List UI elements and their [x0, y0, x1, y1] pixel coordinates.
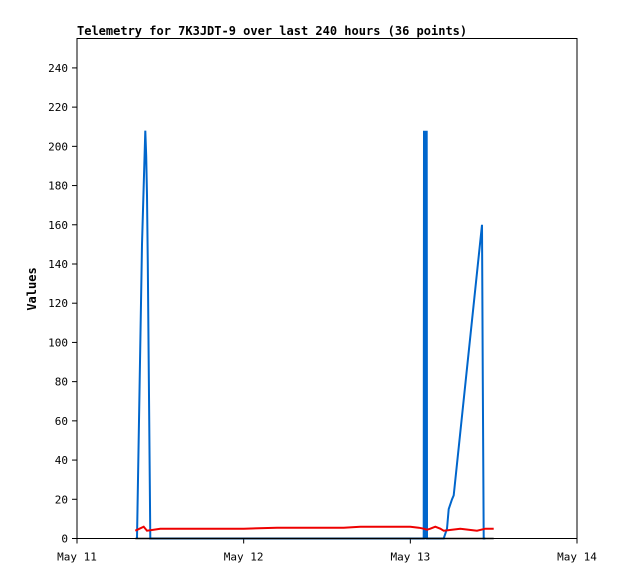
x-tick-label: May 11 — [57, 551, 97, 564]
y-tick-label: 80 — [55, 376, 68, 389]
y-tick-label: 160 — [48, 219, 68, 232]
chart-title: Telemetry for 7K3JDT-9 over last 240 hou… — [77, 24, 467, 38]
y-tick-label: 20 — [55, 493, 68, 506]
series-line-1 — [136, 130, 486, 540]
x-tick-label: May 12 — [224, 551, 264, 564]
y-tick-label: 180 — [48, 180, 68, 193]
y-tick-label: 240 — [48, 62, 68, 75]
y-tick-label: 220 — [48, 101, 68, 114]
y-axis-label: Values — [25, 267, 39, 310]
series-line-2 — [134, 525, 494, 532]
y-tick-label: 120 — [48, 297, 68, 310]
y-tick-label: 0 — [61, 533, 68, 546]
y-tick-label: 140 — [48, 258, 68, 271]
y-tick-label: 200 — [48, 140, 68, 153]
x-tick-label: May 14 — [557, 551, 597, 564]
y-tick-label: 60 — [55, 415, 68, 428]
series-group — [134, 130, 494, 540]
x-axis-ticks: May 11 May 12 May 13 May 14 — [57, 538, 597, 564]
plot-frame — [76, 38, 578, 539]
y-axis-ticks: 0 20 40 60 80 100 120 140 160 180 200 220 240 — [48, 62, 77, 546]
y-tick-label: 40 — [55, 454, 68, 467]
y-tick-label: 100 — [48, 336, 68, 349]
x-tick-label: May 13 — [390, 551, 430, 564]
